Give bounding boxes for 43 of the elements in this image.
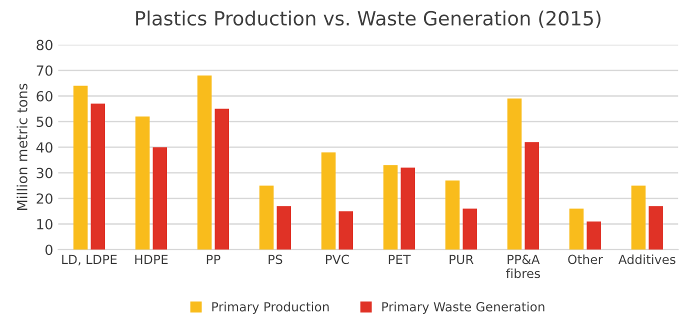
y-tick-label: 30 [36, 168, 52, 178]
x-tick-label: PS [268, 254, 282, 264]
bar [197, 76, 212, 250]
x-tick-label: PP&A fibres [506, 254, 540, 278]
bar [259, 186, 274, 250]
y-tick-label: 10 [37, 218, 52, 230]
x-tick-label: HDPE [135, 254, 168, 264]
bar [152, 147, 168, 250]
bar [507, 98, 522, 250]
x-tick-label: PET [388, 254, 411, 264]
bar [73, 86, 88, 250]
legend-label: Primary Production [212, 302, 329, 314]
chart-title: Plastics Production vs. Waste Generation (2015) [136, 10, 600, 28]
bar [383, 165, 398, 250]
bar [648, 206, 663, 250]
legend-label: Primary Waste Generation [382, 302, 544, 314]
bar [569, 208, 584, 250]
x-tick-label: Additives [618, 254, 676, 264]
bar [524, 142, 539, 250]
bar [631, 186, 646, 250]
bar [445, 180, 460, 250]
bar [135, 116, 150, 250]
bar [214, 108, 230, 250]
bar [462, 208, 477, 250]
bar [90, 104, 106, 250]
y-tick-label: 70 [36, 65, 52, 76]
x-tick-label: PVC [326, 254, 349, 264]
x-tick-label: PUR [450, 254, 474, 264]
y-tick-label: 80 [36, 40, 52, 50]
bar [338, 211, 353, 250]
bar [586, 221, 601, 250]
bar [276, 206, 292, 250]
y-tick-label: 0 [45, 244, 52, 256]
x-tick-label: LD, LDPE [62, 254, 117, 266]
y-tick-label: 20 [36, 193, 52, 204]
y-tick-label: 50 [36, 116, 52, 128]
x-tick-label: Other [568, 254, 603, 264]
y-axis-title: Million metric tons [16, 84, 28, 210]
y-tick-label: 40 [36, 142, 52, 153]
bar [321, 152, 336, 250]
y-tick-label: 60 [36, 90, 52, 102]
bar [400, 168, 415, 250]
x-tick-label: PP [206, 254, 220, 264]
